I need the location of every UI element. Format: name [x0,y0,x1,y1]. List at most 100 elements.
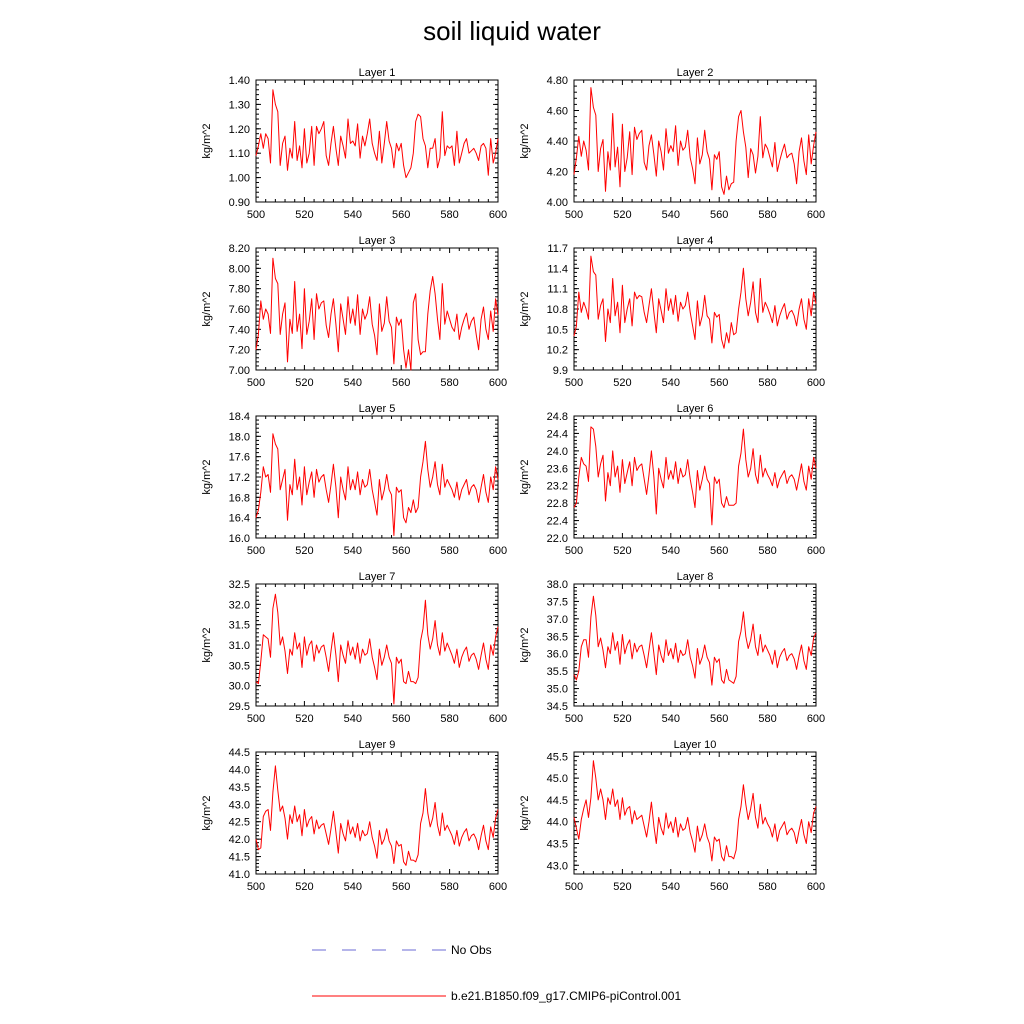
y-tick-label: 16.4 [229,513,250,525]
y-tick-label: 22.4 [547,516,568,528]
x-tick-label: 600 [489,209,507,221]
panel-layer-3: Layer 3 kg/m^2 500 520 540 560 580 600 7.00 7.20 7… [201,235,507,389]
y-tick-label: 32.0 [229,599,250,611]
x-tick-label: 500 [247,881,265,893]
panel-layer-9: Layer 9 kg/m^2 500 520 540 560 580 600 41.0 41.5 4… [201,739,507,893]
y-tick-label: 34.5 [547,701,568,713]
y-axis-label: kg/m^2 [201,123,213,158]
plot-frame [573,751,817,875]
x-tick-label: 540 [662,545,680,557]
legend-label-model: b.e21.B1850.f09_g17.CMIP6-piControl.001 [451,989,681,1003]
y-tick-label: 11.7 [547,243,568,255]
x-tick-label: 560 [710,545,728,557]
y-axis-label: kg/m^2 [519,291,531,326]
plot-frame [255,79,499,203]
y-tick-label: 4.40 [547,136,568,148]
x-tick-label: 600 [489,545,507,557]
x-tick-label: 540 [344,545,362,557]
y-tick-label: 16.8 [229,492,250,504]
y-tick-label: 4.60 [547,106,568,118]
y-tick-label: 24.8 [547,411,568,423]
x-tick-label: 500 [565,713,583,725]
panel-title: Layer 1 [359,67,396,79]
y-tick-label: 7.40 [229,324,250,336]
y-tick-label: 38.0 [547,579,568,591]
y-tick-label: 30.5 [229,660,250,672]
x-tick-label: 560 [710,881,728,893]
y-tick-label: 42.0 [229,834,250,846]
y-tick-label: 17.2 [229,472,250,484]
x-tick-label: 540 [344,881,362,893]
plot-frame [573,583,817,707]
x-tick-label: 580 [758,881,776,893]
y-tick-label: 17.6 [229,452,250,464]
y-axis-label: kg/m^2 [201,459,213,494]
x-tick-label: 500 [247,209,265,221]
x-tick-label: 560 [392,209,410,221]
x-tick-label: 520 [613,377,631,389]
y-tick-label: 4.80 [547,75,568,87]
y-tick-label: 4.20 [547,167,568,179]
y-tick-label: 1.10 [229,148,250,160]
y-tick-label: 10.2 [547,345,568,357]
x-tick-label: 560 [392,545,410,557]
x-tick-label: 600 [807,377,825,389]
x-tick-label: 560 [392,713,410,725]
x-tick-label: 580 [440,713,458,725]
series-line [573,595,817,686]
y-tick-label: 24.4 [547,428,568,440]
x-tick-label: 600 [489,377,507,389]
x-tick-label: 600 [807,713,825,725]
x-tick-label: 500 [247,713,265,725]
y-tick-label: 43.0 [229,799,250,811]
plot-frame [573,247,817,371]
x-tick-label: 580 [440,881,458,893]
y-axis-label: kg/m^2 [519,627,531,662]
y-tick-label: 7.00 [229,365,250,377]
y-tick-label: 43.5 [229,782,250,794]
y-tick-label: 45.5 [547,751,568,763]
y-axis-label: kg/m^2 [201,627,213,662]
x-tick-label: 540 [662,713,680,725]
y-tick-label: 18.4 [229,411,250,423]
x-tick-label: 500 [247,545,265,557]
x-tick-label: 520 [613,881,631,893]
y-tick-label: 8.20 [229,243,250,255]
panel-title: Layer 5 [359,403,396,415]
panel-title: Layer 8 [677,571,714,583]
x-tick-label: 540 [344,209,362,221]
y-tick-label: 11.4 [547,263,568,275]
x-tick-label: 520 [295,209,313,221]
main-title: soil liquid water [423,16,601,46]
x-tick-label: 540 [662,209,680,221]
panel-title: Layer 4 [677,235,714,247]
x-tick-label: 520 [295,713,313,725]
x-tick-label: 580 [758,545,776,557]
y-tick-label: 23.6 [547,463,568,475]
y-axis-label: kg/m^2 [519,795,531,830]
y-axis-label: kg/m^2 [201,291,213,326]
panel-layer-8: Layer 8 kg/m^2 500 520 540 560 580 600 34.5 35.0 3… [519,571,825,725]
y-axis-label: kg/m^2 [519,459,531,494]
y-tick-label: 35.5 [547,666,568,678]
x-tick-label: 600 [807,881,825,893]
legend-label-no-obs: No Obs [451,943,492,957]
y-tick-label: 44.5 [229,747,250,759]
y-tick-label: 1.30 [229,99,250,111]
x-tick-label: 560 [392,881,410,893]
y-tick-label: 32.5 [229,579,250,591]
y-tick-label: 1.40 [229,75,250,87]
x-tick-label: 540 [662,377,680,389]
series-line [573,255,817,349]
y-tick-label: 10.8 [547,304,568,316]
panel-layer-1: Layer 1 kg/m^2 500 520 540 560 580 600 0.90 1.00 1… [201,67,507,221]
x-tick-label: 500 [565,881,583,893]
x-tick-label: 580 [440,377,458,389]
x-tick-label: 560 [710,713,728,725]
x-tick-label: 500 [565,377,583,389]
panel-title: Layer 3 [359,235,396,247]
series-line [573,87,817,195]
panels-grid: Layer 1 kg/m^2 500 520 540 560 580 600 0.90 1.00 1… [201,67,825,893]
y-tick-label: 23.2 [547,481,568,493]
